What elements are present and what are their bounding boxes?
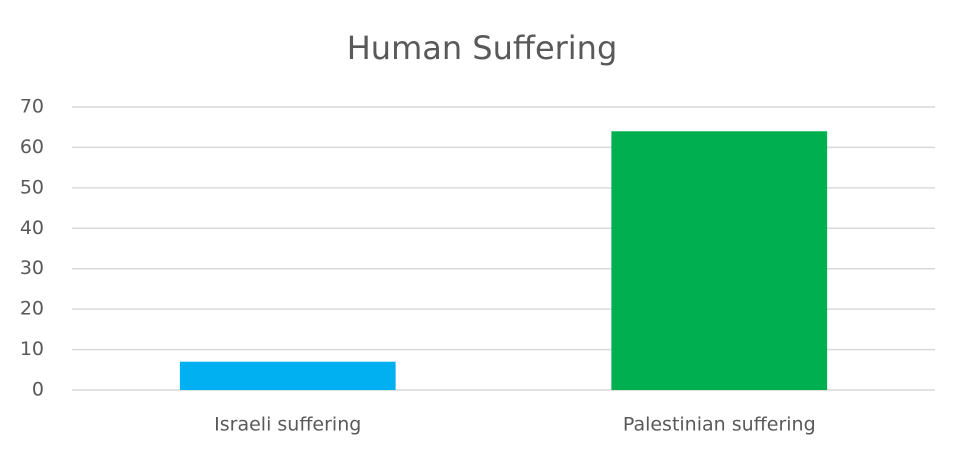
bar (179, 361, 396, 390)
x-tick-label: Israeli suffering (214, 414, 361, 436)
bar (611, 131, 828, 390)
x-tick-label: Palestinian suffering (623, 414, 816, 436)
y-tick-label: 40 (20, 217, 44, 239)
chart-title: Human Suffering (347, 29, 618, 67)
y-tick-label: 20 (20, 298, 44, 320)
y-tick-label: 50 (20, 176, 44, 198)
y-tick-label: 60 (20, 136, 44, 158)
y-tick-label: 30 (20, 257, 44, 279)
y-tick-label: 70 (20, 96, 44, 118)
y-tick-label: 10 (20, 338, 44, 360)
y-tick-label: 0 (32, 379, 44, 401)
